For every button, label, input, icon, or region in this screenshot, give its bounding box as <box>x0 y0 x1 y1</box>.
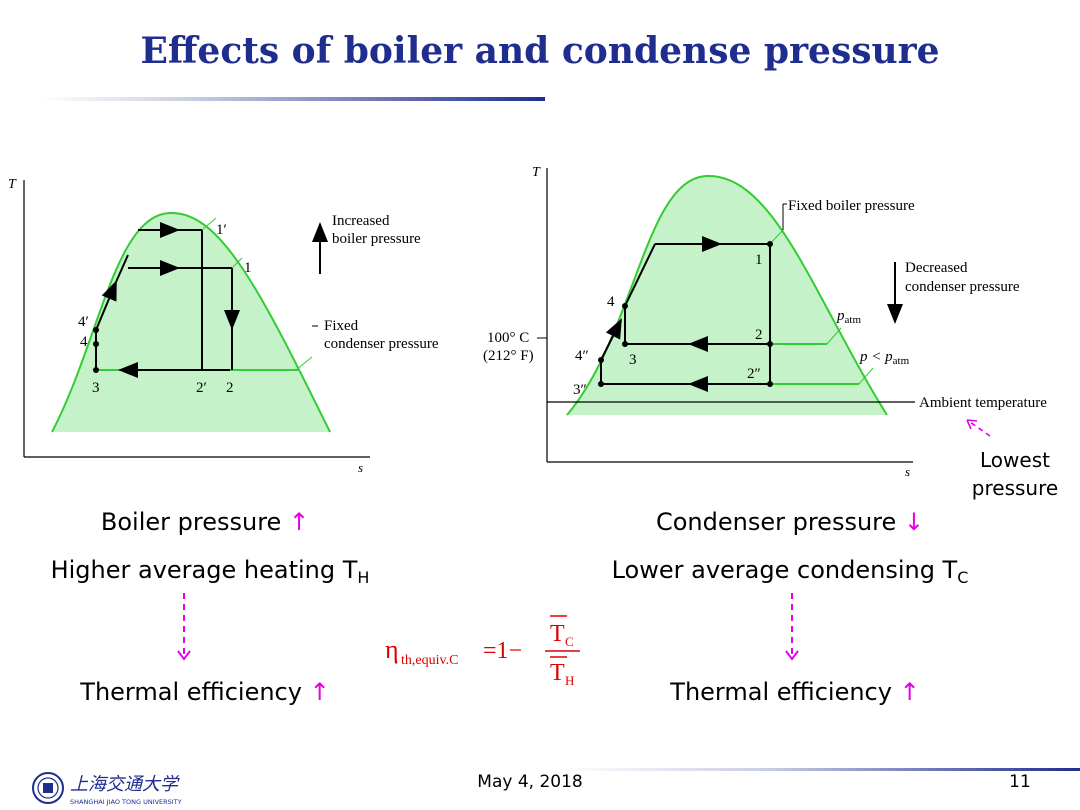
temp-100c-label: 100° C <box>487 330 529 346</box>
temp-212f-label: (212° F) <box>483 348 534 364</box>
title-underline <box>40 97 545 101</box>
t-axis-label-right: T <box>532 165 541 180</box>
fixed-boiler-label: Fixed boiler pressure <box>788 198 915 214</box>
r-state-3-label: 3 <box>629 352 637 368</box>
higher-avg-caption: Higher average heating TH <box>50 556 370 587</box>
footer-date: May 4, 2018 <box>477 772 583 792</box>
fixed-label-1: Fixed <box>324 318 359 334</box>
boiler-pressure-caption: Boiler pressure ↑ <box>100 508 310 536</box>
thermal-eff-right-caption: Thermal efficiency ↑ <box>670 678 920 706</box>
left-dashed-arrow <box>177 593 191 661</box>
lowest-pressure-label: Lowest pressure <box>971 448 1059 500</box>
increased-label-1: Increased <box>332 213 390 229</box>
p-lt-sub: atm <box>893 355 910 367</box>
up-arrow-icon: ↑ <box>899 678 920 706</box>
efficiency-formula: η th,equiv.C =1− T C T H <box>385 615 580 688</box>
decreased-label-1: Decreased <box>905 260 968 276</box>
r-state-2-label: 2 <box>755 327 763 343</box>
slide-title: Effects of boiler and condense pressure <box>140 30 940 72</box>
saturation-dome-right <box>567 175 887 415</box>
lower-avg-caption: Lower average condensing TC <box>611 556 969 587</box>
state-1-prime-label: 1′ <box>216 222 227 238</box>
r-state-4pp-label: 4″ <box>575 348 589 364</box>
decreased-label-2: condenser pressure <box>905 279 1020 295</box>
university-cn-name: 上海交通大学 <box>70 774 180 795</box>
r-state-1-label: 1 <box>755 252 763 268</box>
r-state-2pp-label: 2″ <box>747 366 761 382</box>
state-2-prime-label: 2′ <box>196 380 207 396</box>
state-2-label: 2 <box>226 380 234 396</box>
increased-label-2: boiler pressure <box>332 231 421 247</box>
left-ts-diagram: T s 1′ 1 2′ 2 3 4′ 4 Increased boiler pr… <box>8 177 439 475</box>
footer-rule <box>560 768 1080 771</box>
seal-icon <box>32 772 64 804</box>
svg-text:patm: patm <box>836 308 861 326</box>
s-axis-label-right: s <box>905 464 910 479</box>
formula-numerator-sub: C <box>565 634 574 649</box>
university-en-name: SHANGHAI JIAO TONG UNIVERSITY <box>70 798 182 806</box>
formula-eta: η <box>385 635 399 664</box>
formula-numerator: T <box>550 621 565 647</box>
r-state-3pp-label: 3″ <box>573 382 587 398</box>
p-lt-label: p < p <box>859 349 893 365</box>
s-axis-label: s <box>358 460 363 475</box>
state-4-prime-label: 4′ <box>78 314 89 330</box>
ambient-label: Ambient temperature <box>919 395 1047 411</box>
state-4-label: 4 <box>80 334 88 350</box>
page-number: 11 <box>1009 772 1031 792</box>
t-axis-label: T <box>8 177 17 192</box>
condenser-pressure-caption: Condenser pressure ↓ <box>655 508 925 536</box>
formula-denominator-sub: H <box>565 673 574 688</box>
down-arrow-icon: ↓ <box>903 508 925 536</box>
p-atm-sub: atm <box>845 314 862 326</box>
up-arrow-icon: ↑ <box>309 678 330 706</box>
svg-text:p < patm: p < patm <box>859 349 910 367</box>
thermal-eff-left-caption: Thermal efficiency ↑ <box>80 678 330 706</box>
right-dashed-arrow <box>785 593 799 661</box>
p-atm-label: p <box>836 308 845 324</box>
state-1-label: 1 <box>244 260 252 276</box>
formula-eta-sub: th,equiv.C <box>401 653 458 668</box>
state-3-label: 3 <box>92 380 100 396</box>
right-ts-diagram: T s Ambient temperature 1 2 2″ 3 3″ 4 4″… <box>483 165 1047 479</box>
formula-denominator: T <box>550 660 565 686</box>
formula-one-minus: =1− <box>483 638 522 664</box>
fixed-label-2: condenser pressure <box>324 336 439 352</box>
university-logo: 上海交通大学 SHANGHAI JIAO TONG UNIVERSITY <box>32 772 182 806</box>
saturation-dome <box>52 212 330 432</box>
up-arrow-icon: ↑ <box>288 508 310 536</box>
r-state-4-label: 4 <box>607 294 615 310</box>
